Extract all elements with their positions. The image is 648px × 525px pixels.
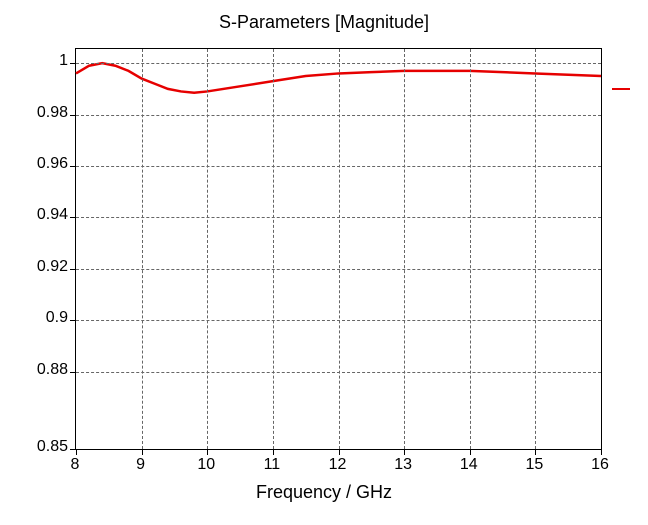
x-tick-label: 13 xyxy=(394,456,412,474)
x-tick-label: 11 xyxy=(264,456,281,474)
grid-line-v xyxy=(470,49,471,449)
x-tick xyxy=(470,449,471,455)
x-tick xyxy=(76,449,77,455)
y-tick xyxy=(70,320,76,321)
y-tick xyxy=(70,115,76,116)
x-tick xyxy=(273,449,274,455)
y-tick xyxy=(70,217,76,218)
chart-container: S-Parameters [Magnitude] Frequency / GHz… xyxy=(0,0,648,525)
y-tick-label: 0.92 xyxy=(8,258,68,276)
x-tick-label: 15 xyxy=(525,456,543,474)
x-tick-label: 16 xyxy=(591,456,609,474)
y-tick-label: 0.96 xyxy=(8,155,68,173)
grid-line-v xyxy=(339,49,340,449)
x-tick xyxy=(404,449,405,455)
y-tick xyxy=(70,63,76,64)
x-axis-label: Frequency / GHz xyxy=(256,482,392,503)
y-tick-label: 0.98 xyxy=(8,104,68,122)
grid-line-v xyxy=(273,49,274,449)
x-tick-label: 12 xyxy=(329,456,347,474)
x-tick xyxy=(535,449,536,455)
x-tick xyxy=(207,449,208,455)
y-tick xyxy=(70,372,76,373)
y-tick xyxy=(70,166,76,167)
x-tick-label: 14 xyxy=(460,456,478,474)
x-tick xyxy=(142,449,143,455)
legend-fragment xyxy=(612,88,630,90)
x-tick xyxy=(601,449,602,455)
grid-line-v xyxy=(535,49,536,449)
y-tick xyxy=(70,269,76,270)
y-tick-label: 0.94 xyxy=(8,206,68,224)
x-tick xyxy=(339,449,340,455)
plot-area xyxy=(75,48,602,450)
grid-line-v xyxy=(207,49,208,449)
x-tick-label: 8 xyxy=(71,456,80,474)
grid-line-v xyxy=(142,49,143,449)
chart-title: S-Parameters [Magnitude] xyxy=(219,12,429,33)
y-tick-label: 1 xyxy=(8,52,68,70)
y-tick-label: 0.88 xyxy=(8,361,68,379)
grid-line-v xyxy=(404,49,405,449)
y-tick-label: 0.85 xyxy=(8,438,68,456)
x-tick-label: 9 xyxy=(136,456,145,474)
y-tick-label: 0.9 xyxy=(8,309,68,327)
x-tick-label: 10 xyxy=(197,456,215,474)
